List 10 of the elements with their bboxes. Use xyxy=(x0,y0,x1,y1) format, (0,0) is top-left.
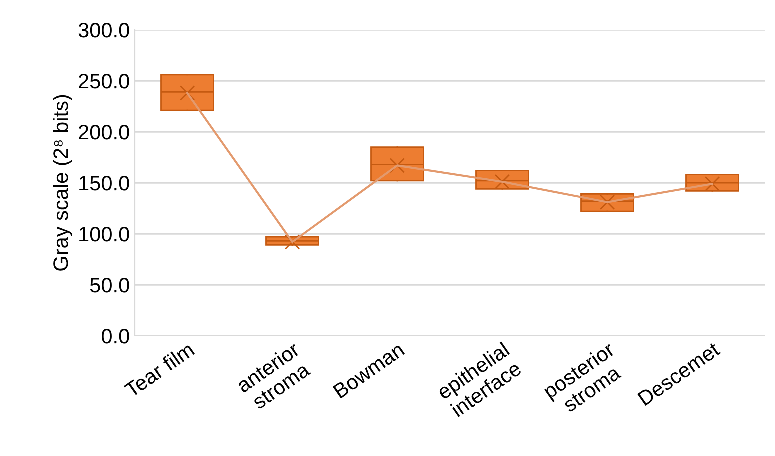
line-series xyxy=(186,92,714,244)
y-tick-label: 200.0 xyxy=(79,125,130,140)
y-tick-label: 50.0 xyxy=(90,278,130,293)
y-tick-label: 300.0 xyxy=(78,23,130,38)
y-axis-title: Gray scale (2⁸ bits) xyxy=(53,95,72,271)
y-tick-label: 250.0 xyxy=(79,74,130,89)
y-tick-label: 150.0 xyxy=(80,176,130,191)
y-tick-label: 100.0 xyxy=(80,227,130,242)
x-tick-label: Tear film xyxy=(124,344,196,398)
y-tick-label: 0.0 xyxy=(102,329,130,344)
